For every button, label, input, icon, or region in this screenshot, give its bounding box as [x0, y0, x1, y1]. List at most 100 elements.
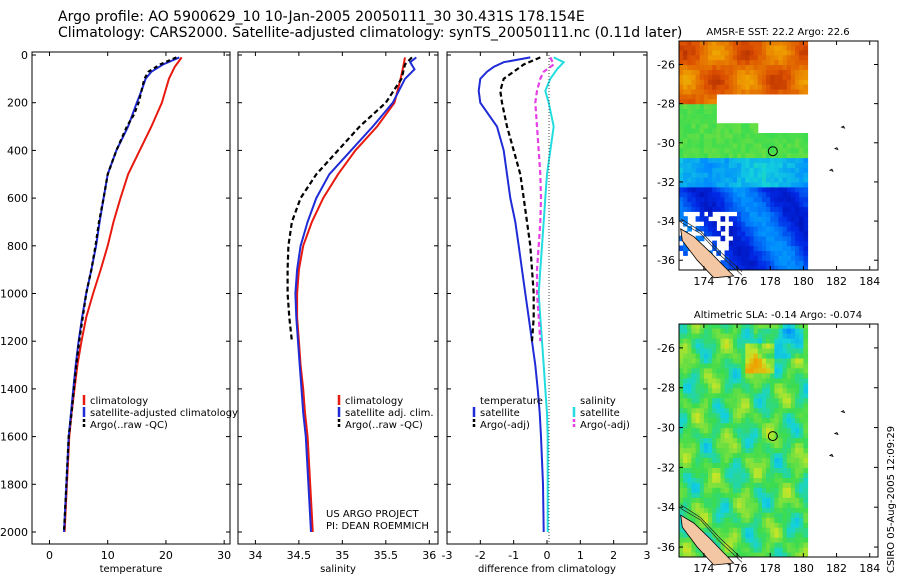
map-cell [795, 41, 800, 46]
map-cell [732, 502, 738, 508]
map-cell [732, 152, 738, 159]
map-cell [778, 462, 784, 468]
map-cell [720, 367, 726, 374]
map-cell [745, 59, 750, 66]
map-cell [786, 387, 792, 394]
map-cell [708, 221, 713, 227]
map-cell [782, 362, 788, 369]
map-cell [737, 226, 742, 232]
map-cell [770, 547, 775, 553]
map-cell [703, 328, 709, 334]
map-cell [703, 324, 709, 329]
map-cell [795, 432, 800, 439]
map-cell [766, 352, 771, 359]
map-cell [799, 152, 804, 159]
map-cell [703, 442, 709, 449]
map-cell [695, 113, 701, 119]
map-cell [741, 226, 746, 232]
map-cell [795, 64, 800, 70]
map-cell [679, 69, 684, 75]
map-cell [766, 152, 771, 159]
map-cell [778, 447, 784, 454]
map-cell [691, 162, 697, 168]
map-cell [766, 191, 771, 198]
map-cell [732, 147, 738, 154]
map-cell [803, 337, 809, 344]
map-cell [803, 497, 809, 503]
map-cell [774, 467, 780, 473]
map-cell [778, 89, 784, 95]
map-cell [761, 477, 767, 483]
map-cell [699, 113, 705, 119]
map-cell [766, 186, 771, 193]
map-cell [799, 487, 804, 493]
map-cell [712, 392, 717, 399]
map-cell [786, 74, 792, 80]
map-cell [679, 245, 684, 251]
map-cell [766, 477, 771, 483]
map-cell [712, 512, 717, 518]
map-cell [761, 382, 767, 389]
map-cell [724, 147, 730, 154]
map-cell [716, 89, 721, 95]
map-cell [728, 137, 734, 144]
map-cell [724, 44, 730, 51]
map-cell [683, 128, 688, 134]
map-cell [753, 427, 759, 434]
map-cell [687, 487, 692, 493]
map-cell [778, 392, 784, 399]
map-cell [795, 157, 800, 163]
map-cell [683, 547, 688, 553]
map-cell [803, 230, 809, 237]
map-cell [766, 482, 771, 488]
map-cell [782, 467, 788, 473]
map-cell [712, 172, 717, 178]
map-cell [712, 103, 717, 110]
map-cell [679, 337, 684, 344]
map-cell [803, 427, 809, 434]
map-cell [799, 387, 804, 394]
map-cell [774, 152, 780, 159]
map-cell [782, 216, 788, 222]
map-cell [728, 245, 734, 251]
map-cell [716, 230, 721, 237]
map-cell [782, 69, 788, 75]
map-cell [803, 412, 809, 419]
map-cell [683, 482, 688, 488]
map-cell [782, 84, 788, 90]
map-cell [803, 260, 809, 266]
map-cell [741, 137, 746, 144]
map-cell [724, 201, 730, 207]
map-cell [778, 260, 784, 266]
map-cell [741, 347, 746, 354]
map-cell [737, 157, 742, 163]
map-cell [753, 226, 759, 232]
map-cell [679, 457, 684, 463]
map-cell [753, 542, 759, 548]
map-cell [720, 226, 726, 232]
map-cell [770, 167, 775, 173]
map-cell [716, 147, 721, 154]
map-cell [720, 407, 726, 414]
map-cell [691, 417, 697, 424]
map-cell [799, 337, 804, 344]
x-tick-label: 174 [693, 275, 714, 288]
map-cell [770, 442, 775, 449]
map-cell [790, 69, 796, 75]
map-cell [679, 118, 684, 124]
map-cell [795, 133, 800, 139]
map-cell [703, 118, 709, 124]
map-cell [737, 177, 742, 183]
map-cell [786, 372, 792, 379]
map-cell [766, 507, 771, 513]
map-cell [790, 407, 796, 414]
map-cell [687, 407, 692, 414]
map-cell [757, 142, 763, 149]
map-cell [749, 191, 755, 198]
map-cell [732, 89, 738, 95]
map-cell [679, 442, 684, 449]
map-cell [741, 142, 746, 149]
map-cell [749, 260, 755, 266]
map-cell [724, 552, 730, 557]
map-cell [712, 367, 717, 374]
